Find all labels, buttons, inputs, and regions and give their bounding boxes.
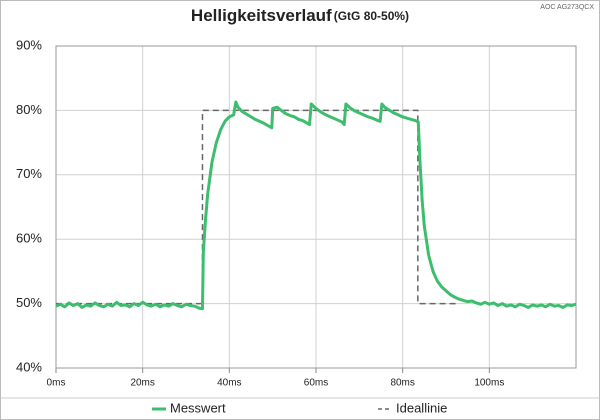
device-label: AOC AG273QCX xyxy=(540,4,594,11)
y-tick-label: 50% xyxy=(16,295,42,310)
y-tick-label: 60% xyxy=(16,231,42,246)
plot-border xyxy=(55,45,577,369)
x-tick-label: 40ms xyxy=(217,378,241,389)
x-tick-label: 20ms xyxy=(130,378,154,389)
x-tick-label: 0ms xyxy=(47,378,66,389)
x-tick-label: 60ms xyxy=(304,378,328,389)
y-tick-label: 40% xyxy=(16,359,42,374)
data-line xyxy=(55,100,577,311)
y-tick-label: 90% xyxy=(16,37,42,52)
title-sub: (GtG 80-50%) xyxy=(334,9,409,23)
x-tick-label: 80ms xyxy=(390,378,414,389)
y-tick-label: 80% xyxy=(16,102,42,117)
title-main: Helligkeitsverlauf xyxy=(191,6,332,25)
chart-title: Helligkeitsverlauf (GtG 80-50%) xyxy=(191,6,409,25)
x-tick-label: 100ms xyxy=(474,378,504,389)
data-line xyxy=(56,109,459,305)
y-tick-label: 70% xyxy=(16,166,42,181)
legend-label: Messwert xyxy=(170,400,226,415)
legend-label: Ideallinie xyxy=(396,400,447,415)
